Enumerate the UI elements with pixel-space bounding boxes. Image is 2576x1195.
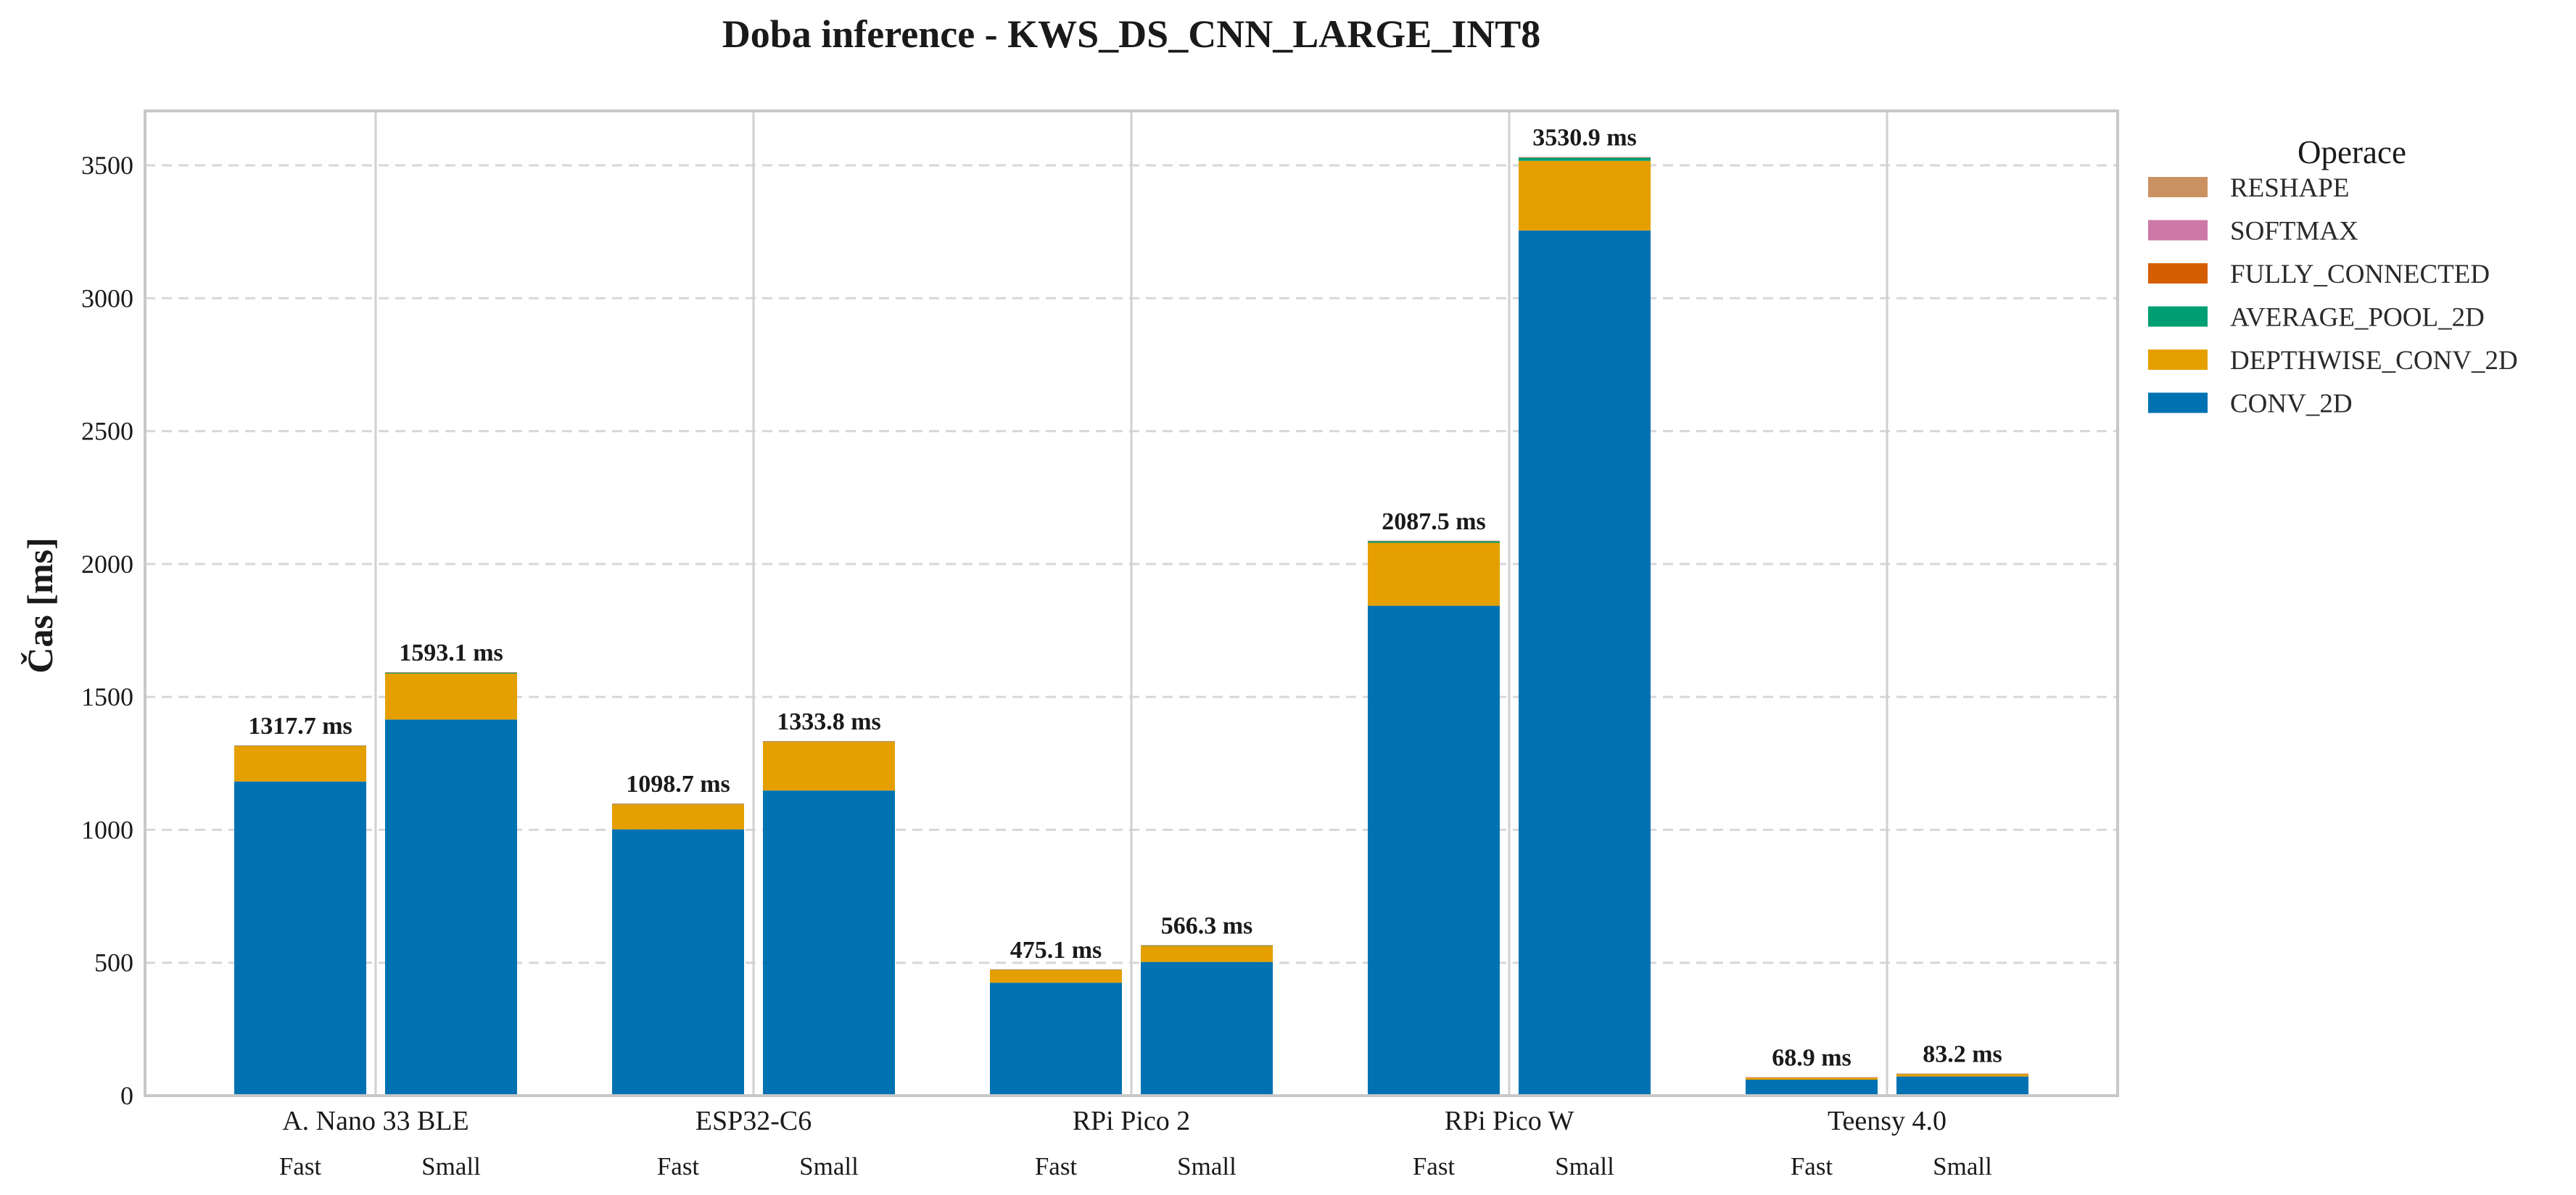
legend-label: FULLY_CONNECTED — [2230, 260, 2490, 289]
y-tick-label: 1000 — [81, 815, 133, 844]
legend-label: CONV_2D — [2230, 389, 2353, 419]
legend: Operace RESHAPE SOFTMAX FULLY_CONNECTED AVE… — [2148, 134, 2518, 419]
bar-conv-2d-a-nano-33-ble-fast — [234, 781, 366, 1096]
bar-conv-2d-esp32-c6-fast — [612, 829, 744, 1096]
bar-depthwise-conv-2d-teensy-4-0-fast — [1746, 1078, 1878, 1080]
total-labels: 1317.7 ms 1593.1 ms 1098.7 ms 1333.8 ms 475.… — [248, 125, 2002, 1072]
bar-reshape-esp32-c6-fast — [612, 803, 744, 804]
total-label-a-nano-33-ble-small: 1593.1 ms — [399, 640, 503, 666]
legend-item-reshape: RESHAPE — [2148, 173, 2349, 203]
legend-swatch — [2148, 392, 2208, 413]
bar-average-pool-2d-rpi-pico-w-small — [1519, 157, 1651, 161]
variant-label-fast: Fast — [657, 1152, 700, 1180]
plot-frame — [144, 109, 2119, 1097]
bar-reshape-rpi-pico-w-small — [1519, 157, 1651, 158]
bar-average-pool-2d-rpi-pico-w-fast — [1368, 541, 1500, 543]
y-tick-label: 3500 — [81, 151, 133, 180]
bar-reshape-rpi-pico-2-fast — [990, 969, 1122, 970]
bar-reshape-rpi-pico-w-fast — [1368, 540, 1500, 542]
bar-conv-2d-rpi-pico-2-fast — [990, 983, 1122, 1096]
legend-label: AVERAGE_POOL_2D — [2230, 303, 2485, 333]
bars — [234, 157, 2028, 1096]
group-label-rpi-pico-w: RPi Pico W — [1445, 1106, 1574, 1136]
bar-depthwise-conv-2d-rpi-pico-w-small — [1519, 160, 1651, 231]
bar-reshape-esp32-c6-small — [763, 741, 895, 742]
group-label-teensy-4-0: Teensy 4.0 — [1828, 1106, 1947, 1136]
total-label-rpi-pico-2-fast: 475.1 ms — [1010, 937, 1102, 964]
legend-label: DEPTHWISE_CONV_2D — [2230, 346, 2518, 376]
bar-conv-2d-esp32-c6-small — [763, 790, 895, 1096]
y-tick-label: 500 — [94, 948, 133, 977]
variant-label-fast: Fast — [279, 1152, 322, 1180]
legend-swatch — [2148, 263, 2208, 284]
y-axis-label: Čas [ms] — [20, 537, 60, 673]
legend-item-average-pool-2d: AVERAGE_POOL_2D — [2148, 303, 2485, 333]
bar-conv-2d-teensy-4-0-fast — [1746, 1080, 1878, 1096]
group-separators — [374, 111, 1888, 1096]
bar-conv-2d-a-nano-33-ble-small — [385, 719, 517, 1096]
legend-item-fully-connected: FULLY_CONNECTED — [2148, 260, 2490, 289]
total-label-teensy-4-0-small: 83.2 ms — [1923, 1041, 2002, 1068]
group-label-esp32-c6: ESP32-C6 — [695, 1106, 812, 1136]
variant-label-small: Small — [421, 1152, 481, 1180]
bar-reshape-a-nano-33-ble-small — [385, 672, 517, 673]
legend-item-conv-2d: CONV_2D — [2148, 389, 2353, 419]
y-tick-label: 0 — [120, 1081, 133, 1110]
bar-depthwise-conv-2d-a-nano-33-ble-fast — [234, 745, 366, 782]
chart-title: Doba inference - KWS_DS_CNN_LARGE_INT8 — [722, 12, 1541, 56]
bar-reshape-a-nano-33-ble-fast — [234, 745, 366, 746]
total-label-teensy-4-0-fast: 68.9 ms — [1772, 1045, 1852, 1072]
bar-conv-2d-teensy-4-0-small — [1896, 1076, 2028, 1096]
legend-item-depthwise-conv-2d: DEPTHWISE_CONV_2D — [2148, 346, 2518, 376]
bar-conv-2d-rpi-pico-2-small — [1141, 962, 1273, 1096]
variant-label-fast: Fast — [1035, 1152, 1078, 1180]
total-label-a-nano-33-ble-fast: 1317.7 ms — [248, 713, 352, 740]
bar-conv-2d-rpi-pico-w-fast — [1368, 605, 1500, 1096]
bar-depthwise-conv-2d-rpi-pico-2-fast — [990, 969, 1122, 983]
y-ticks: 0 500 1000 1500 2000 2500 3000 3500 — [81, 151, 133, 1110]
bar-depthwise-conv-2d-esp32-c6-fast — [612, 804, 744, 830]
variant-label-fast: Fast — [1413, 1152, 1456, 1180]
variant-label-small: Small — [1933, 1152, 1992, 1180]
bar-depthwise-conv-2d-rpi-pico-2-small — [1141, 946, 1273, 962]
total-label-rpi-pico-2-small: 566.3 ms — [1161, 912, 1253, 939]
legend-title: Operace — [2298, 134, 2406, 170]
group-label-rpi-pico-2: RPi Pico 2 — [1073, 1106, 1191, 1136]
variant-label-fast: Fast — [1791, 1152, 1833, 1180]
y-tick-label: 1500 — [81, 682, 133, 711]
total-label-esp32-c6-small: 1333.8 ms — [777, 708, 881, 735]
group-label-a-nano-33-ble: A. Nano 33 BLE — [282, 1106, 469, 1136]
bar-depthwise-conv-2d-esp32-c6-small — [763, 742, 895, 791]
total-label-esp32-c6-fast: 1098.7 ms — [626, 771, 730, 798]
variant-label-small: Small — [1555, 1152, 1614, 1180]
total-label-rpi-pico-w-fast: 2087.5 ms — [1382, 508, 1486, 535]
variant-label-small: Small — [1177, 1152, 1237, 1180]
legend-item-softmax: SOFTMAX — [2148, 217, 2358, 247]
bar-average-pool-2d-a-nano-33-ble-small — [385, 672, 517, 674]
total-label-rpi-pico-w-small: 3530.9 ms — [1532, 125, 1637, 152]
bar-depthwise-conv-2d-rpi-pico-w-fast — [1368, 542, 1500, 606]
y-tick-label: 2000 — [81, 550, 133, 579]
legend-swatch — [2148, 306, 2208, 327]
bar-reshape-teensy-4-0-small — [1896, 1073, 2028, 1075]
bar-reshape-rpi-pico-2-small — [1141, 945, 1273, 946]
bar-depthwise-conv-2d-a-nano-33-ble-small — [385, 673, 517, 720]
legend-swatch — [2148, 220, 2208, 241]
x-labels: A. Nano 33 BLE Fast Small ESP32-C6 Fast Small… — [279, 1106, 1992, 1180]
bar-depthwise-conv-2d-teensy-4-0-small — [1896, 1074, 2028, 1077]
legend-swatch — [2148, 350, 2208, 370]
y-tick-label: 2500 — [81, 417, 133, 446]
variant-label-small: Small — [799, 1152, 859, 1180]
y-tick-label: 3000 — [81, 284, 133, 313]
legend-label: SOFTMAX — [2230, 217, 2358, 247]
legend-label: RESHAPE — [2230, 173, 2349, 203]
bar-conv-2d-rpi-pico-w-small — [1519, 230, 1651, 1096]
legend-swatch — [2148, 177, 2208, 197]
